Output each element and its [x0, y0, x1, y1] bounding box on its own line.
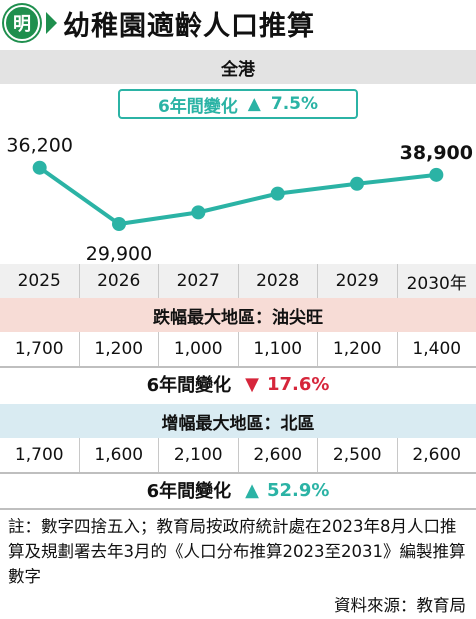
drop-change-label: 6年間變化 [146, 375, 232, 396]
overall-change-value: 7.5% [270, 94, 319, 114]
year-tick-label: 2030年 [406, 273, 467, 294]
year-tick-label: 2026 [80, 264, 159, 298]
up-arrow-icon: ▲ [247, 94, 261, 114]
rise-value-cell: 2,500 [318, 438, 398, 472]
down-arrow-icon: ▼ [245, 373, 259, 395]
rise-change-value: 52.9% [266, 479, 330, 501]
drop-value-cell: 1,000 [159, 332, 239, 366]
data-label: 29,900 [86, 243, 152, 265]
year-tick-label: 2027 [159, 264, 239, 298]
divider [0, 508, 476, 510]
rise-value-cell: 1,600 [80, 438, 159, 472]
region-bar: 全港 [0, 50, 476, 84]
rise-region-band: 增幅最大地區： 北區 [0, 404, 476, 438]
drop-region-label: 跌幅最大地區： [153, 307, 272, 328]
year-tick-label: 2028 [239, 264, 318, 298]
data-point [191, 205, 206, 220]
rise-value-cell: 2,100 [159, 438, 239, 472]
drop-region-name: 油尖旺 [272, 307, 323, 328]
up-arrow-icon: ▲ [245, 479, 259, 501]
drop-value-cell: 1,700 [0, 332, 80, 366]
year-tick-label: 2025 [0, 264, 80, 298]
drop-value-cell: 1,100 [239, 332, 318, 366]
drop-change-line: 6年間變化 ▼ 17.6% [0, 367, 476, 401]
drop-region-band: 跌幅最大地區： 油尖旺 [0, 298, 476, 332]
data-point [350, 176, 364, 191]
divider [0, 472, 476, 474]
page-title: 幼稚園適齡人口推算 [63, 10, 315, 42]
drop-value-cell: 1,200 [80, 332, 159, 366]
footnote: 註：數字四捨五入；教育局按政府統計處在2023年8月人口推算及規劃署去年3月的《… [8, 517, 466, 586]
rise-change-label: 6年間變化 [146, 481, 232, 502]
drop-change-value: 17.6% [266, 373, 330, 395]
data-point [270, 186, 285, 201]
data-label: 36,200 [6, 135, 72, 157]
rise-values-row: 1,700 1,600 2,100 2,600 2,500 2,600 [0, 438, 476, 472]
header: 明 幼稚園適齡人口推算 [0, 0, 476, 46]
year-row: 2025 2026 2027 2028 2029 2030年 [0, 264, 476, 298]
drop-value-cell: 1,200 [318, 332, 398, 366]
rise-value-cell: 1,700 [0, 438, 80, 472]
drop-values-row: 1,700 1,200 1,000 1,100 1,200 1,400 [0, 332, 476, 366]
year-tick-label: 2029 [318, 264, 398, 298]
rise-value-cell: 2,600 [412, 445, 462, 465]
rise-region-label: 增幅最大地區： [161, 413, 281, 434]
drop-value-cell: 1,400 [412, 339, 462, 359]
overall-change-label: 6年間變化 [157, 96, 238, 117]
data-point [112, 217, 126, 231]
data-label: 38,900 [400, 142, 473, 164]
brand-logo: 明 [4, 5, 40, 41]
rise-value-cell: 2,600 [239, 438, 318, 472]
divider [0, 366, 476, 368]
population-line-chart: 36,200 29,900 38,900 [6, 135, 473, 265]
title-arrow-icon [46, 12, 57, 34]
overall-change-pill: 6年間變化 ▲ 7.5% [118, 89, 358, 119]
data-point [32, 160, 47, 175]
rise-change-line: 6年間變化 ▲ 52.9% [0, 473, 476, 507]
region-label: 全港 [221, 59, 255, 80]
data-point [429, 167, 444, 182]
rise-region-name: 北區 [280, 413, 315, 434]
source-credit: 資料來源：教育局 [334, 596, 466, 615]
series-line [38, 166, 437, 226]
